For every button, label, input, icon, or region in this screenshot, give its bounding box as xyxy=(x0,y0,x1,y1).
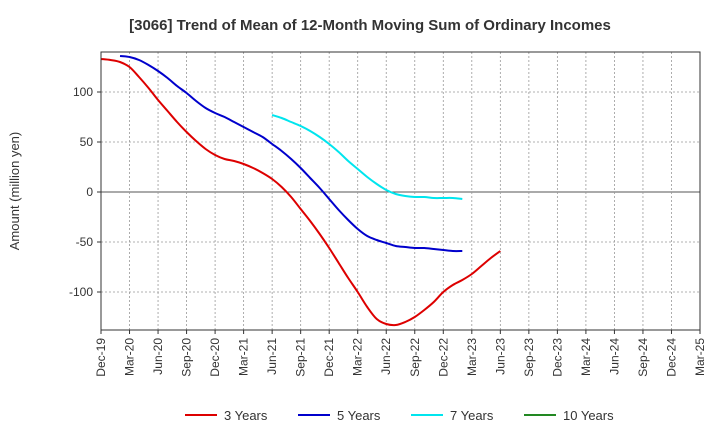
x-tick-label: Mar-23 xyxy=(465,338,479,376)
series-line-5-years xyxy=(119,55,463,253)
x-tick-label: Mar-25 xyxy=(693,338,707,376)
x-axis: Dec-19 Mar-20 Jun-20 Sep-20 Dec-20 Mar-21 Jun-… xyxy=(94,330,707,377)
series-line-7-years xyxy=(271,114,463,200)
x-tick-label: Jun-22 xyxy=(379,338,393,375)
y-tick-label: 50 xyxy=(80,135,94,149)
plot-frame xyxy=(100,51,701,331)
x-tick-label: Sep-22 xyxy=(408,338,422,377)
x-tick-label: Sep-23 xyxy=(522,338,536,377)
legend: 3 Years 5 Years 7 Years 10 Years xyxy=(185,408,614,423)
legend-label-7-years: 7 Years xyxy=(450,408,494,423)
chart-title: [3066] Trend of Mean of 12-Month Moving … xyxy=(129,17,611,34)
x-tick-label: Dec-21 xyxy=(322,338,336,377)
y-tick-label: -100 xyxy=(69,285,93,299)
x-tick-label: Dec-23 xyxy=(550,338,564,377)
x-tick-label: Jun-24 xyxy=(607,338,621,375)
x-tick-label: Dec-22 xyxy=(436,338,450,377)
x-tick-label: Sep-21 xyxy=(294,338,308,377)
y-axis-label: Amount (million yen) xyxy=(7,132,22,251)
y-tick-label: -50 xyxy=(76,235,94,249)
x-tick-label: Jun-20 xyxy=(151,338,165,375)
x-tick-label: Mar-21 xyxy=(237,338,251,376)
x-tick-label: Jun-23 xyxy=(493,338,507,375)
x-tick-label: Mar-20 xyxy=(123,338,137,376)
x-tick-label: Dec-19 xyxy=(94,338,108,377)
x-tick-label: Dec-20 xyxy=(208,338,222,377)
x-tick-label: Sep-24 xyxy=(636,338,650,377)
legend-label-5-years: 5 Years xyxy=(337,408,381,423)
legend-label-10-years: 10 Years xyxy=(563,408,614,423)
x-tick-label: Mar-24 xyxy=(579,338,593,376)
y-tick-label: 100 xyxy=(73,85,93,99)
series-line-3-years xyxy=(100,58,501,327)
x-tick-label: Sep-20 xyxy=(180,338,194,377)
legend-label-3-years: 3 Years xyxy=(224,408,268,423)
y-tick-label: 0 xyxy=(86,185,93,199)
x-tick-label: Jun-21 xyxy=(265,338,279,375)
series-layer xyxy=(100,55,501,327)
y-axis: 100 50 0 -50 -100 xyxy=(69,85,101,299)
gridlines xyxy=(101,52,700,330)
x-tick-label: Dec-24 xyxy=(664,338,678,377)
x-tick-label: Mar-22 xyxy=(351,338,365,376)
